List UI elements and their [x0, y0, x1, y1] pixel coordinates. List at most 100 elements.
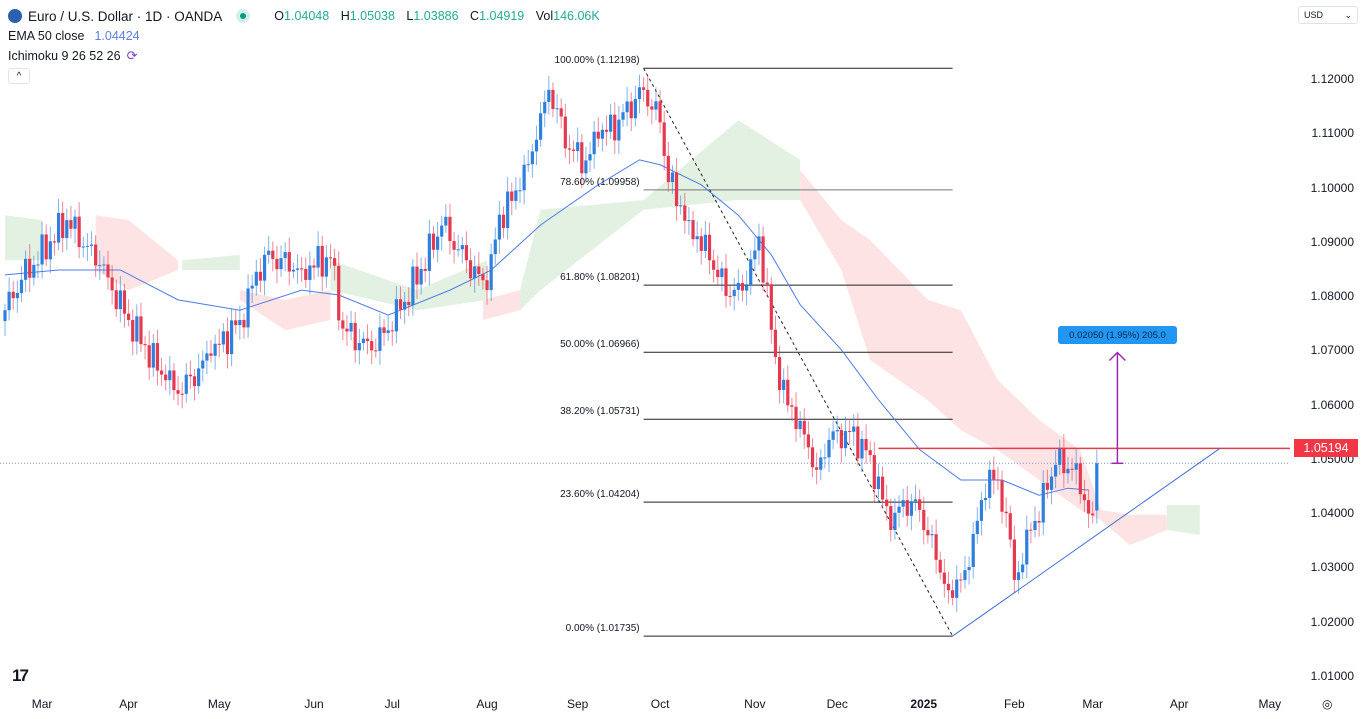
tradingview-logo[interactable]: 17 [12, 666, 29, 685]
candle-body [11, 291, 15, 299]
candle [979, 491, 984, 536]
candle [996, 466, 1000, 490]
candle-body [436, 236, 440, 250]
candle [831, 420, 835, 450]
candle-body [815, 467, 819, 470]
candle [333, 248, 337, 281]
candle-body [271, 250, 275, 259]
time-tick-label: Apr [1169, 697, 1189, 711]
price-chart[interactable] [0, 0, 1290, 690]
candle-body [563, 116, 567, 149]
candle-body [576, 142, 580, 151]
candle [827, 427, 831, 473]
time-tick-label: Mar [1082, 697, 1104, 711]
candle-body [716, 269, 720, 278]
market-status-icon[interactable] [236, 9, 251, 23]
candle [901, 488, 905, 518]
candle-body [745, 285, 749, 291]
candle-body [386, 330, 390, 333]
ichimoku-indicator-row[interactable]: Ichimoku 9 26 52 26 ⟳ [8, 46, 600, 66]
candle-body [802, 420, 806, 435]
candle [543, 90, 547, 128]
candle [835, 415, 839, 444]
candle-body [357, 343, 361, 351]
candle-body [501, 214, 506, 228]
candle-body [658, 101, 662, 123]
candle [691, 210, 695, 247]
candle-body [1066, 468, 1070, 474]
price-axis[interactable]: 1.12000 1.11000 1.10000 1.09000 1.08000 1.070… [1290, 0, 1366, 690]
ema-indicator-row[interactable]: EMA 50 close 1.04424 [8, 26, 600, 46]
candle-body [609, 114, 613, 132]
time-tick-label: Mar [31, 697, 53, 711]
candle-body [938, 559, 942, 573]
collapse-legend-button[interactable]: ^ [8, 68, 30, 84]
candle [621, 103, 625, 127]
candle [934, 519, 938, 574]
candle [176, 376, 180, 406]
price-tick-label: 1.06000 [1310, 397, 1354, 412]
candle [155, 329, 160, 386]
symbol-title[interactable]: Euro / U.S. Dollar · 1D · OANDA [28, 8, 223, 24]
candle [36, 251, 40, 278]
candle [98, 250, 102, 280]
candle-body [893, 512, 897, 530]
candle-body [691, 220, 695, 240]
candle [1054, 450, 1058, 489]
candle [1012, 525, 1016, 593]
candle [703, 221, 707, 259]
candle-body [720, 268, 724, 278]
candle [942, 558, 946, 598]
candle-body [571, 149, 576, 151]
candle-body [419, 268, 423, 285]
candle-body [415, 266, 419, 285]
candle-body [118, 290, 122, 310]
candle-body [407, 301, 411, 306]
candle-body [300, 268, 304, 270]
candle-body [979, 500, 984, 521]
candle [139, 302, 143, 353]
candle-body [77, 216, 81, 248]
candle [415, 252, 419, 300]
candle [312, 258, 316, 280]
candle [951, 579, 955, 606]
candle-body [15, 292, 19, 299]
candle-body [934, 534, 938, 560]
candle-body [819, 457, 823, 470]
candle-body [423, 268, 427, 271]
candle [386, 315, 390, 342]
candle [24, 250, 28, 293]
candle [159, 357, 164, 386]
candle [485, 265, 489, 305]
measure-label[interactable]: 0.02050 (1.95%) 205.0 [1058, 326, 1177, 344]
candle-body [790, 405, 794, 407]
candle-body [262, 254, 267, 281]
candle [164, 364, 168, 391]
candle [1066, 456, 1070, 484]
candle [712, 249, 716, 283]
candle [398, 286, 403, 320]
candle-body [382, 327, 386, 333]
candle [732, 277, 736, 311]
candle-body [147, 345, 151, 368]
candle [506, 176, 510, 240]
candle [337, 251, 341, 331]
candle [547, 75, 551, 115]
candle-body [431, 233, 436, 250]
candle [629, 92, 633, 131]
candle [716, 255, 720, 286]
candle-body [477, 266, 481, 275]
candle-body [996, 479, 1000, 481]
candle-body [740, 282, 745, 291]
candle [143, 335, 147, 360]
candle-body [168, 370, 172, 381]
price-tick-label: 1.01000 [1310, 668, 1354, 683]
candle-body [551, 89, 555, 109]
candle [782, 368, 786, 404]
candle [740, 274, 745, 302]
candle-body [1058, 447, 1062, 465]
time-tick-label: 2025 [910, 697, 938, 711]
eye-icon[interactable]: ◎ [1322, 697, 1333, 711]
currency-select[interactable]: USD ⌄ [1298, 6, 1358, 24]
candle-body [312, 265, 316, 268]
